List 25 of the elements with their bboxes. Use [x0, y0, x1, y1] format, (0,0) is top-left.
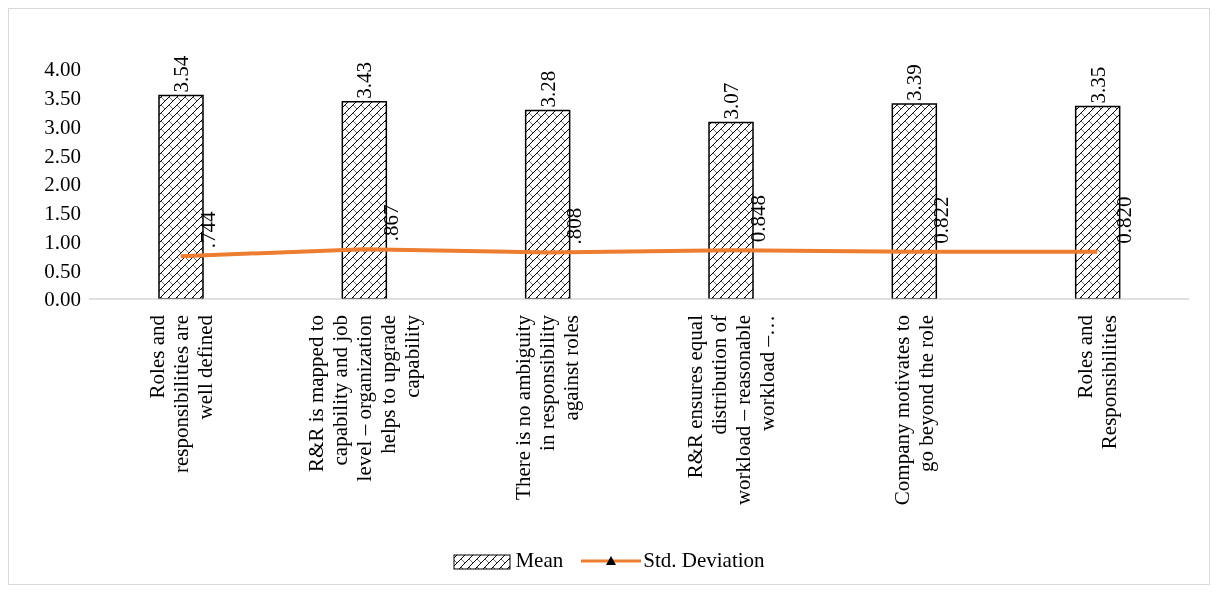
- data-label: 3.28: [535, 70, 560, 108]
- y-tick-label: 1.50: [44, 201, 81, 226]
- x-tick-label: There is no ambiguity in responsibility against roles: [511, 314, 584, 500]
- data-label: .744: [195, 210, 220, 249]
- y-tick-label: 0.50: [44, 258, 81, 283]
- y-tick-label: 2.00: [44, 172, 81, 197]
- y-tick-label: 2.50: [44, 143, 81, 168]
- data-label: 0.848: [745, 194, 770, 243]
- y-tick-label: 1.00: [44, 229, 81, 254]
- data-label: 3.43: [352, 62, 377, 99]
- data-label: 3.39: [902, 64, 927, 102]
- y-tick-label: 0.00: [44, 287, 81, 312]
- x-tick-label: Roles and responsibilities are well defined: [144, 314, 217, 474]
- x-tick-label: R&R is mapped to capability and job level – organization helps to upgrade capability: [304, 314, 424, 482]
- x-tick-label: R&R ensures equal distribution of workload – reasonable workload –…: [682, 314, 779, 506]
- data-label: 3.07: [719, 82, 743, 120]
- data-label: 3.54: [169, 55, 193, 93]
- y-tick-label: 4.00: [44, 57, 81, 82]
- line-series: [178, 247, 1100, 259]
- legend-label: Std. Deviation: [643, 548, 765, 573]
- data-label: 3.35: [1085, 66, 1110, 104]
- x-tick-label: Roles and Responsibilities: [1073, 314, 1122, 450]
- y-tick-label: 3.00: [44, 114, 81, 139]
- legend-label: Mean: [515, 548, 564, 573]
- y-tick-label: 3.50: [44, 86, 81, 111]
